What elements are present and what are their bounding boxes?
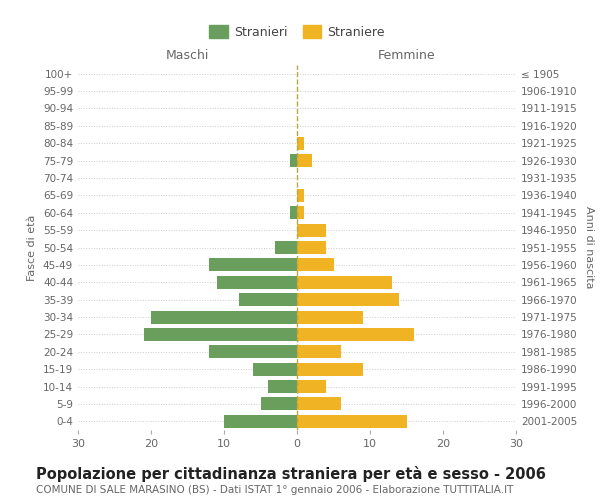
Bar [297,293,399,306]
Bar [297,241,326,254]
Bar [217,276,297,289]
Bar [224,415,297,428]
Bar [297,206,304,220]
Bar [268,380,297,393]
Bar [290,154,297,167]
Bar [209,346,297,358]
Bar [297,258,334,272]
Bar [297,328,414,341]
Bar [297,189,304,202]
Legend: Stranieri, Straniere: Stranieri, Straniere [204,20,390,44]
Bar [297,380,326,393]
Bar [260,398,297,410]
Bar [297,224,326,236]
Y-axis label: Fasce di età: Fasce di età [28,214,37,280]
Bar [253,362,297,376]
Text: Popolazione per cittadinanza straniera per età e sesso - 2006: Popolazione per cittadinanza straniera p… [36,466,546,482]
Text: Maschi: Maschi [166,50,209,62]
Text: COMUNE DI SALE MARASINO (BS) - Dati ISTAT 1° gennaio 2006 - Elaborazione TUTTITA: COMUNE DI SALE MARASINO (BS) - Dati ISTA… [36,485,514,495]
Bar [144,328,297,341]
Text: Femmine: Femmine [377,50,436,62]
Bar [239,293,297,306]
Bar [297,154,311,167]
Bar [297,398,341,410]
Bar [290,206,297,220]
Bar [297,362,362,376]
Bar [297,415,407,428]
Bar [297,346,341,358]
Bar [297,276,392,289]
Bar [297,136,304,149]
Bar [151,310,297,324]
Bar [297,310,362,324]
Y-axis label: Anni di nascita: Anni di nascita [584,206,594,289]
Bar [275,241,297,254]
Bar [209,258,297,272]
